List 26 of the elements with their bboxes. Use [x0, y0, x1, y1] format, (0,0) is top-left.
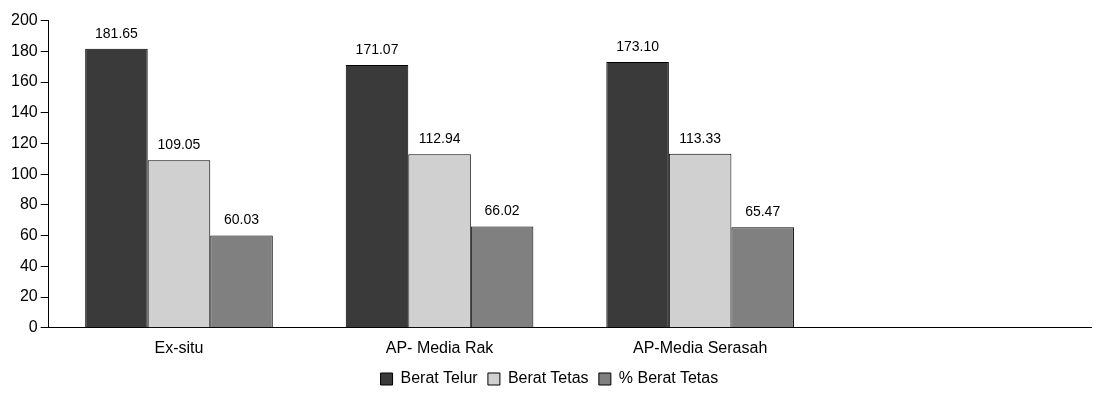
y-tick-label: 80: [19, 195, 38, 213]
y-tick-label: 140: [10, 103, 38, 121]
data-label: 65.47: [745, 203, 781, 220]
data-label: 113.33: [679, 129, 722, 146]
legend-label: Berat Tetas: [507, 369, 589, 387]
y-tick-label: 180: [10, 41, 38, 59]
y-tick-label: 0: [28, 318, 38, 336]
data-label: 66.02: [484, 202, 520, 219]
legend-label: % Berat Tetas: [618, 369, 719, 387]
data-label: 112.94: [418, 130, 461, 147]
y-tick-label: 160: [10, 72, 38, 90]
data-label: 60.03: [224, 211, 260, 228]
x-tick-label: AP- Media Rak: [385, 338, 495, 356]
y-tick-label: 200: [10, 11, 38, 29]
y-tick-label: 40: [19, 256, 38, 274]
y-tick-label: 20: [19, 287, 38, 305]
y-tick-label: 60: [19, 226, 38, 244]
y-tick-label: 100: [10, 164, 38, 182]
y-tick-label: 120: [10, 133, 38, 151]
data-label: 173.10: [616, 37, 660, 54]
data-label: 171.07: [355, 40, 399, 57]
x-tick-label: Ex-situ: [154, 338, 204, 356]
data-label: 109.05: [157, 136, 201, 153]
x-tick-label: AP-Media Serasah: [632, 338, 768, 356]
data-label: 181.65: [95, 24, 139, 41]
legend-label: Berat Telur: [400, 369, 479, 387]
